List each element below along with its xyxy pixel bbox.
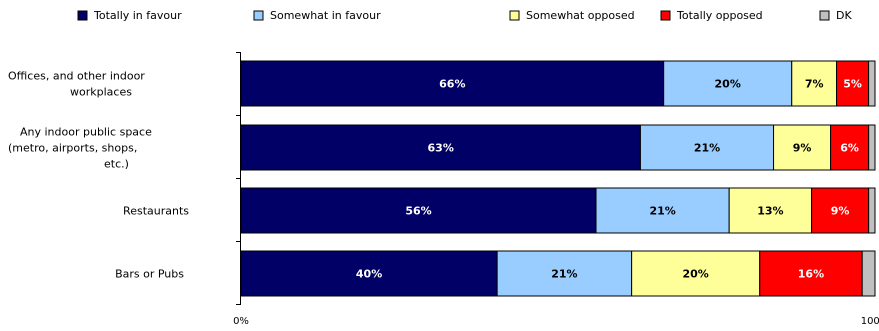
bar-group: 40% 21% 20% 16% (240, 250, 876, 297)
data-label: 21% (694, 142, 720, 155)
x-tick-label: 100% (861, 316, 879, 327)
legend: Totally in favour Somewhat in favour Somew… (77, 9, 852, 22)
data-label: 20% (683, 268, 709, 281)
x-tick-label: 0% (233, 316, 249, 327)
bar-segment (868, 187, 876, 234)
legend-item: Totally in favour (77, 9, 182, 22)
legend-item: Totally opposed (660, 9, 763, 22)
bar-segment (663, 60, 793, 107)
data-label: 40% (356, 268, 382, 281)
bar-segment (868, 124, 876, 171)
bar-segment (631, 250, 761, 297)
data-label: 56% (405, 205, 431, 218)
legend-item: Somewhat in favour (253, 9, 381, 22)
legend-label: Somewhat opposed (526, 9, 635, 22)
bar-segment (811, 187, 870, 234)
category-label: Restaurants (123, 205, 189, 218)
data-label: 16% (798, 268, 824, 281)
bar-segment (773, 124, 832, 171)
data-label: 21% (649, 205, 675, 218)
bar-segment (240, 250, 498, 297)
legend-swatch (660, 10, 671, 21)
legend-item: Somewhat opposed (509, 9, 635, 22)
bar-segment (868, 60, 876, 107)
bar-group: 63% 21% 9% 6% (240, 124, 876, 171)
category-label: Any indoor public space (metro, airports,… (8, 126, 152, 171)
data-label: 66% (439, 78, 465, 91)
data-label: 20% (715, 78, 741, 91)
legend-swatch (819, 10, 830, 21)
bar-segment (639, 124, 775, 171)
legend-swatch (509, 10, 520, 21)
category-labels: Offices, and other indoor workplaces Any i… (8, 70, 189, 281)
bar-group: 56% 21% 13% 9% (240, 187, 876, 234)
data-label: 9% (831, 205, 850, 218)
bar-segment (728, 187, 813, 234)
bar-segment (240, 124, 641, 171)
bar-segment (861, 250, 876, 297)
data-label: 7% (805, 78, 824, 91)
data-label: 6% (840, 142, 859, 155)
data-label: 63% (428, 142, 454, 155)
category-label: Offices, and other indoor workplaces (8, 70, 145, 99)
legend-label: Totally opposed (676, 9, 763, 22)
category-label: Bars or Pubs (115, 268, 184, 281)
legend-swatch (77, 10, 88, 21)
bar-segment (595, 187, 730, 234)
legend-label: DK (836, 9, 852, 22)
legend-swatch (253, 10, 264, 21)
data-label: 9% (793, 142, 812, 155)
bar-segment (830, 124, 870, 171)
bar-segment (791, 60, 838, 107)
bar-segment (759, 250, 863, 297)
bar-group: 66% 20% 7% 5% (240, 60, 876, 107)
legend-label: Somewhat in favour (270, 9, 381, 22)
legend-item: DK (819, 9, 852, 22)
bar-segment (496, 250, 633, 297)
data-label: 5% (843, 78, 862, 91)
data-label: 13% (757, 205, 783, 218)
legend-label: Totally in favour (93, 9, 182, 22)
bars: 66% 20% 7% 5% 63% 21% 9% 6% 56% 21% 13% 9% 40% 21% 20%… (240, 60, 876, 297)
data-label: 21% (551, 268, 577, 281)
